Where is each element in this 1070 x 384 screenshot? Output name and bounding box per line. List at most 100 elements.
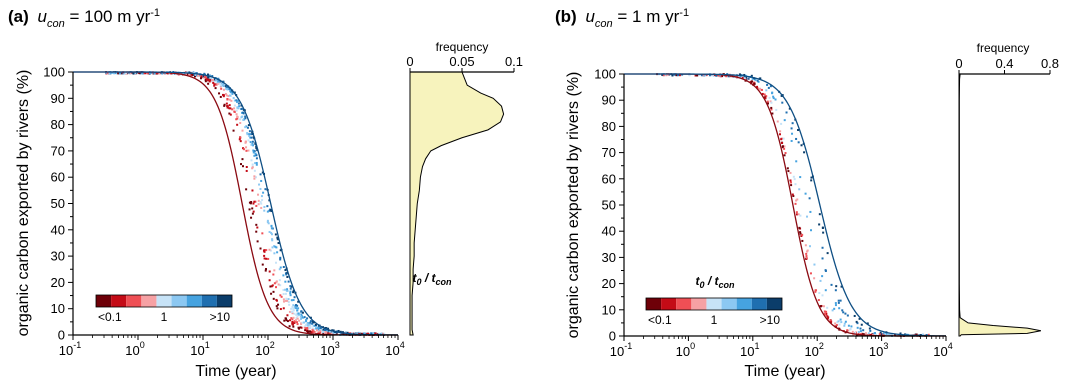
scatter-point [860, 332, 863, 335]
scatter-point [209, 76, 212, 79]
scatter-point [834, 302, 837, 305]
y-tick-label: 10 [51, 301, 65, 316]
scatter-point [236, 106, 239, 109]
y-tick-label: 20 [602, 276, 616, 291]
scatter-point [277, 303, 280, 306]
scatter-point [268, 248, 271, 251]
scatter-point [678, 74, 681, 77]
scatter-point [339, 330, 342, 333]
scatter-point [252, 149, 255, 152]
scatter-point [116, 72, 119, 75]
scatter-point [288, 325, 291, 328]
scatter-point [677, 74, 680, 77]
scatter-point [310, 331, 313, 334]
scatter-point [297, 326, 300, 329]
scatter-point [273, 252, 276, 255]
scatter-point [880, 333, 883, 336]
scatter-point [308, 323, 311, 326]
scatter-point [296, 309, 299, 312]
x-tick-label: 10-1 [59, 340, 81, 358]
y-tick-label: 0 [609, 329, 616, 344]
scatter-point [783, 145, 786, 148]
scatter-point [297, 307, 300, 310]
scatter-point [314, 323, 317, 326]
scatter-point [268, 209, 271, 212]
scatter-point [774, 98, 777, 101]
scatter-point [295, 304, 298, 307]
colorbar-swatch [216, 295, 232, 307]
scatter-point [253, 154, 256, 157]
scatter-point [325, 331, 328, 334]
colorbar-swatch [706, 298, 722, 310]
colorbar-swatch [186, 295, 202, 307]
scatter-point [826, 306, 829, 309]
scatter-point [790, 139, 793, 142]
scatter-point [921, 333, 924, 336]
scatter-point [248, 201, 251, 204]
scatter-point [215, 79, 218, 82]
scatter-point [821, 257, 824, 260]
scatter-point [814, 290, 817, 293]
scatter-point [307, 327, 310, 330]
scatter-point [309, 321, 312, 324]
scatter-point [252, 151, 255, 154]
scatter-point [293, 322, 296, 325]
scatter-point [263, 254, 266, 257]
scatter-point [275, 298, 278, 301]
scatter-point [270, 292, 273, 295]
scatter-point [927, 333, 930, 336]
scatter-point [791, 132, 794, 135]
scatter-point [695, 74, 698, 77]
scatter-point [229, 113, 232, 116]
scatter-point [824, 269, 827, 272]
scatter-point [288, 303, 291, 306]
scatter-point [284, 317, 287, 320]
scatter-point [272, 297, 275, 300]
y-tick-label: 90 [602, 93, 616, 108]
scatter-point [770, 106, 773, 109]
scatter-point [788, 107, 791, 110]
x-tick-label: 102 [804, 341, 823, 359]
y-tick-label: 40 [602, 224, 616, 239]
scatter-point [793, 178, 796, 181]
scatter-point [767, 102, 770, 105]
scatter-point [371, 332, 374, 335]
scatter-point [830, 283, 833, 286]
scatter-point [261, 263, 264, 266]
scatter-point [216, 83, 219, 86]
colorbar-swatch [691, 298, 707, 310]
scatter-point [215, 81, 218, 84]
scatter-point [873, 332, 876, 335]
scatter-point [299, 315, 302, 318]
scatter-point [195, 72, 198, 75]
scatter-point [233, 110, 236, 113]
panel-a-title: (a) ucon = 100 m yr-1 [8, 7, 160, 30]
scatter-point [806, 215, 809, 218]
scatter-point [899, 332, 902, 335]
scatter-point [285, 273, 288, 276]
scatter-point [290, 317, 293, 320]
curve-red [624, 73, 946, 337]
scatter-point [303, 316, 306, 319]
scatter-point [831, 309, 834, 312]
scatter-point [236, 123, 239, 126]
scatter-point [794, 202, 797, 205]
scatter-point [248, 130, 251, 133]
scatter-point [293, 306, 296, 309]
scatter-point [293, 320, 296, 323]
scatter-point [268, 270, 271, 273]
scatter-point [254, 176, 257, 179]
scatter-point [688, 74, 691, 77]
scatter-point [255, 147, 258, 150]
scatter-point [279, 294, 282, 297]
scatter-point [237, 107, 240, 110]
scatter-point [808, 245, 811, 248]
scatter-point [862, 333, 865, 336]
y-tick-label: 0 [58, 328, 65, 343]
scatter-point [244, 140, 247, 143]
scatter-point [273, 245, 276, 248]
scatter-point [260, 206, 263, 209]
scatter-point [306, 330, 309, 333]
scatter-point [250, 200, 253, 203]
scatter-point [346, 331, 349, 334]
